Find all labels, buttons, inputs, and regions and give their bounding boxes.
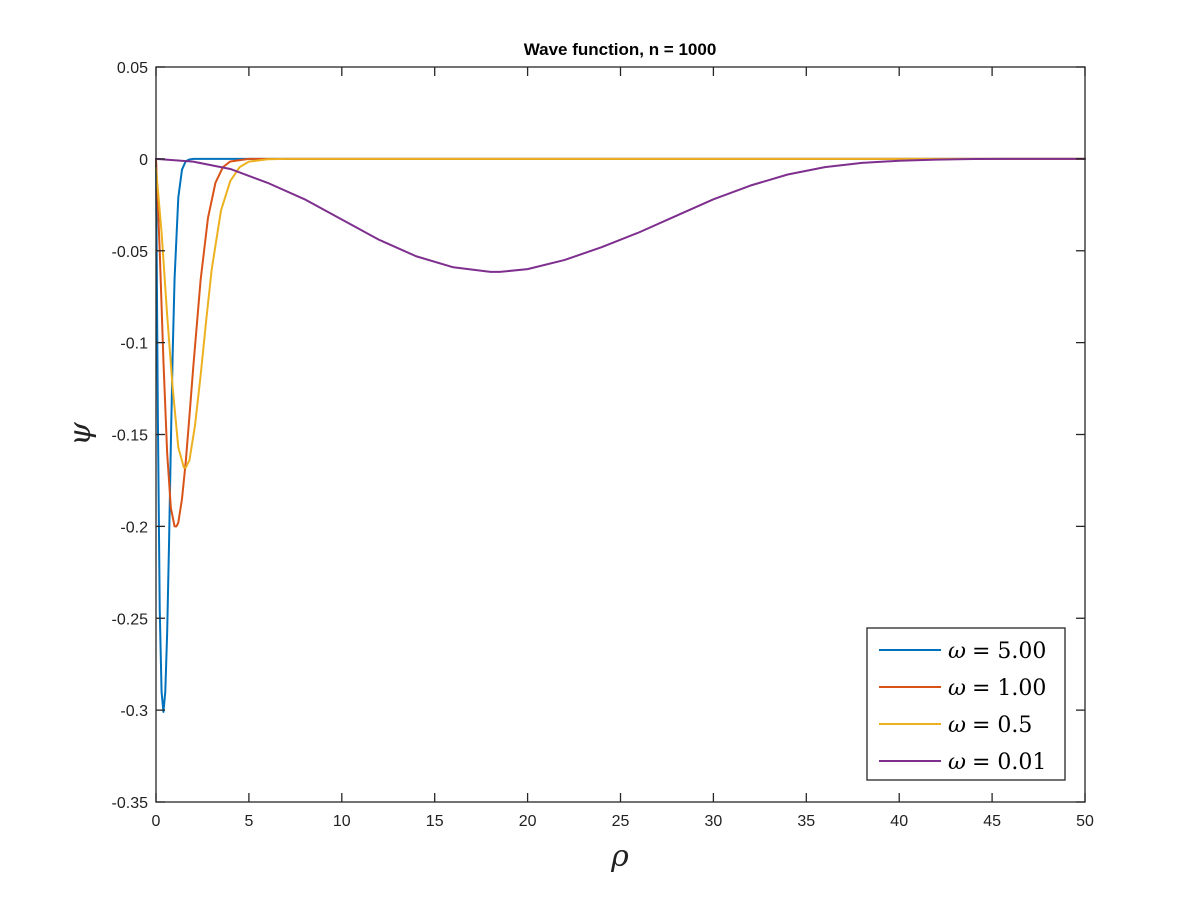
series-line-2	[155, 157, 1086, 469]
series-line-1	[155, 157, 1086, 528]
series-line-0	[155, 157, 1086, 713]
legend-label-0: ω = 5.00	[948, 639, 1046, 664]
legend-label-2: ω = 0.5	[948, 713, 1032, 738]
x-tick-label: 20	[519, 813, 537, 830]
x-tick-label: 35	[797, 813, 815, 830]
y-tick-label: -0.35	[112, 795, 149, 812]
x-tick-label: 5	[244, 813, 253, 830]
y-tick-label: -0.25	[112, 611, 149, 628]
series-layer	[155, 157, 1086, 713]
legend-value: = 0.01	[972, 750, 1046, 775]
legend-symbol: ω	[948, 639, 966, 664]
x-tick-label: 15	[426, 813, 444, 830]
series-line-3	[155, 157, 1086, 273]
legend-value: = 0.5	[972, 713, 1032, 738]
y-tick-label: -0.1	[120, 336, 148, 353]
x-tick-label: 0	[152, 813, 161, 830]
y-tick-label: -0.05	[112, 244, 149, 261]
legend-box	[866, 627, 1066, 781]
legend-value: = 1.00	[972, 676, 1046, 701]
x-tick-label: 10	[333, 813, 351, 830]
tick-layer: 0 5 10 15 20 25 30 35 40 45 50 0.05 0 -0.05 -0.1 -0.15 -…	[112, 60, 1094, 830]
chart-title: Wave function, n = 1000	[524, 40, 717, 59]
y-tick-label: -0.3	[120, 703, 148, 720]
legend-label-1: ω = 1.00	[948, 676, 1046, 701]
y-tick-label: 0.05	[117, 60, 148, 77]
legend-symbol: ω	[948, 750, 966, 775]
y-axis-label: ψ	[63, 422, 98, 446]
x-tick-label: 25	[612, 813, 630, 830]
x-tick-label: 45	[983, 813, 1001, 830]
legend-symbol: ω	[948, 713, 966, 738]
x-axis-label: ρ	[610, 839, 629, 874]
y-tick-label: -0.15	[112, 428, 149, 445]
x-tick-label: 50	[1076, 813, 1094, 830]
legend-label-3: ω = 0.01	[948, 750, 1046, 775]
y-tick-label: -0.2	[120, 519, 148, 536]
plot-frame	[155, 66, 1086, 803]
legend-value: = 5.00	[972, 639, 1046, 664]
legend-symbol: ω	[948, 676, 966, 701]
x-tick-label: 40	[890, 813, 908, 830]
x-tick-label: 30	[705, 813, 723, 830]
legend: ω = 5.00ω = 1.00ω = 0.5ω = 0.01	[866, 627, 1066, 781]
y-tick-label: 0	[139, 152, 148, 169]
